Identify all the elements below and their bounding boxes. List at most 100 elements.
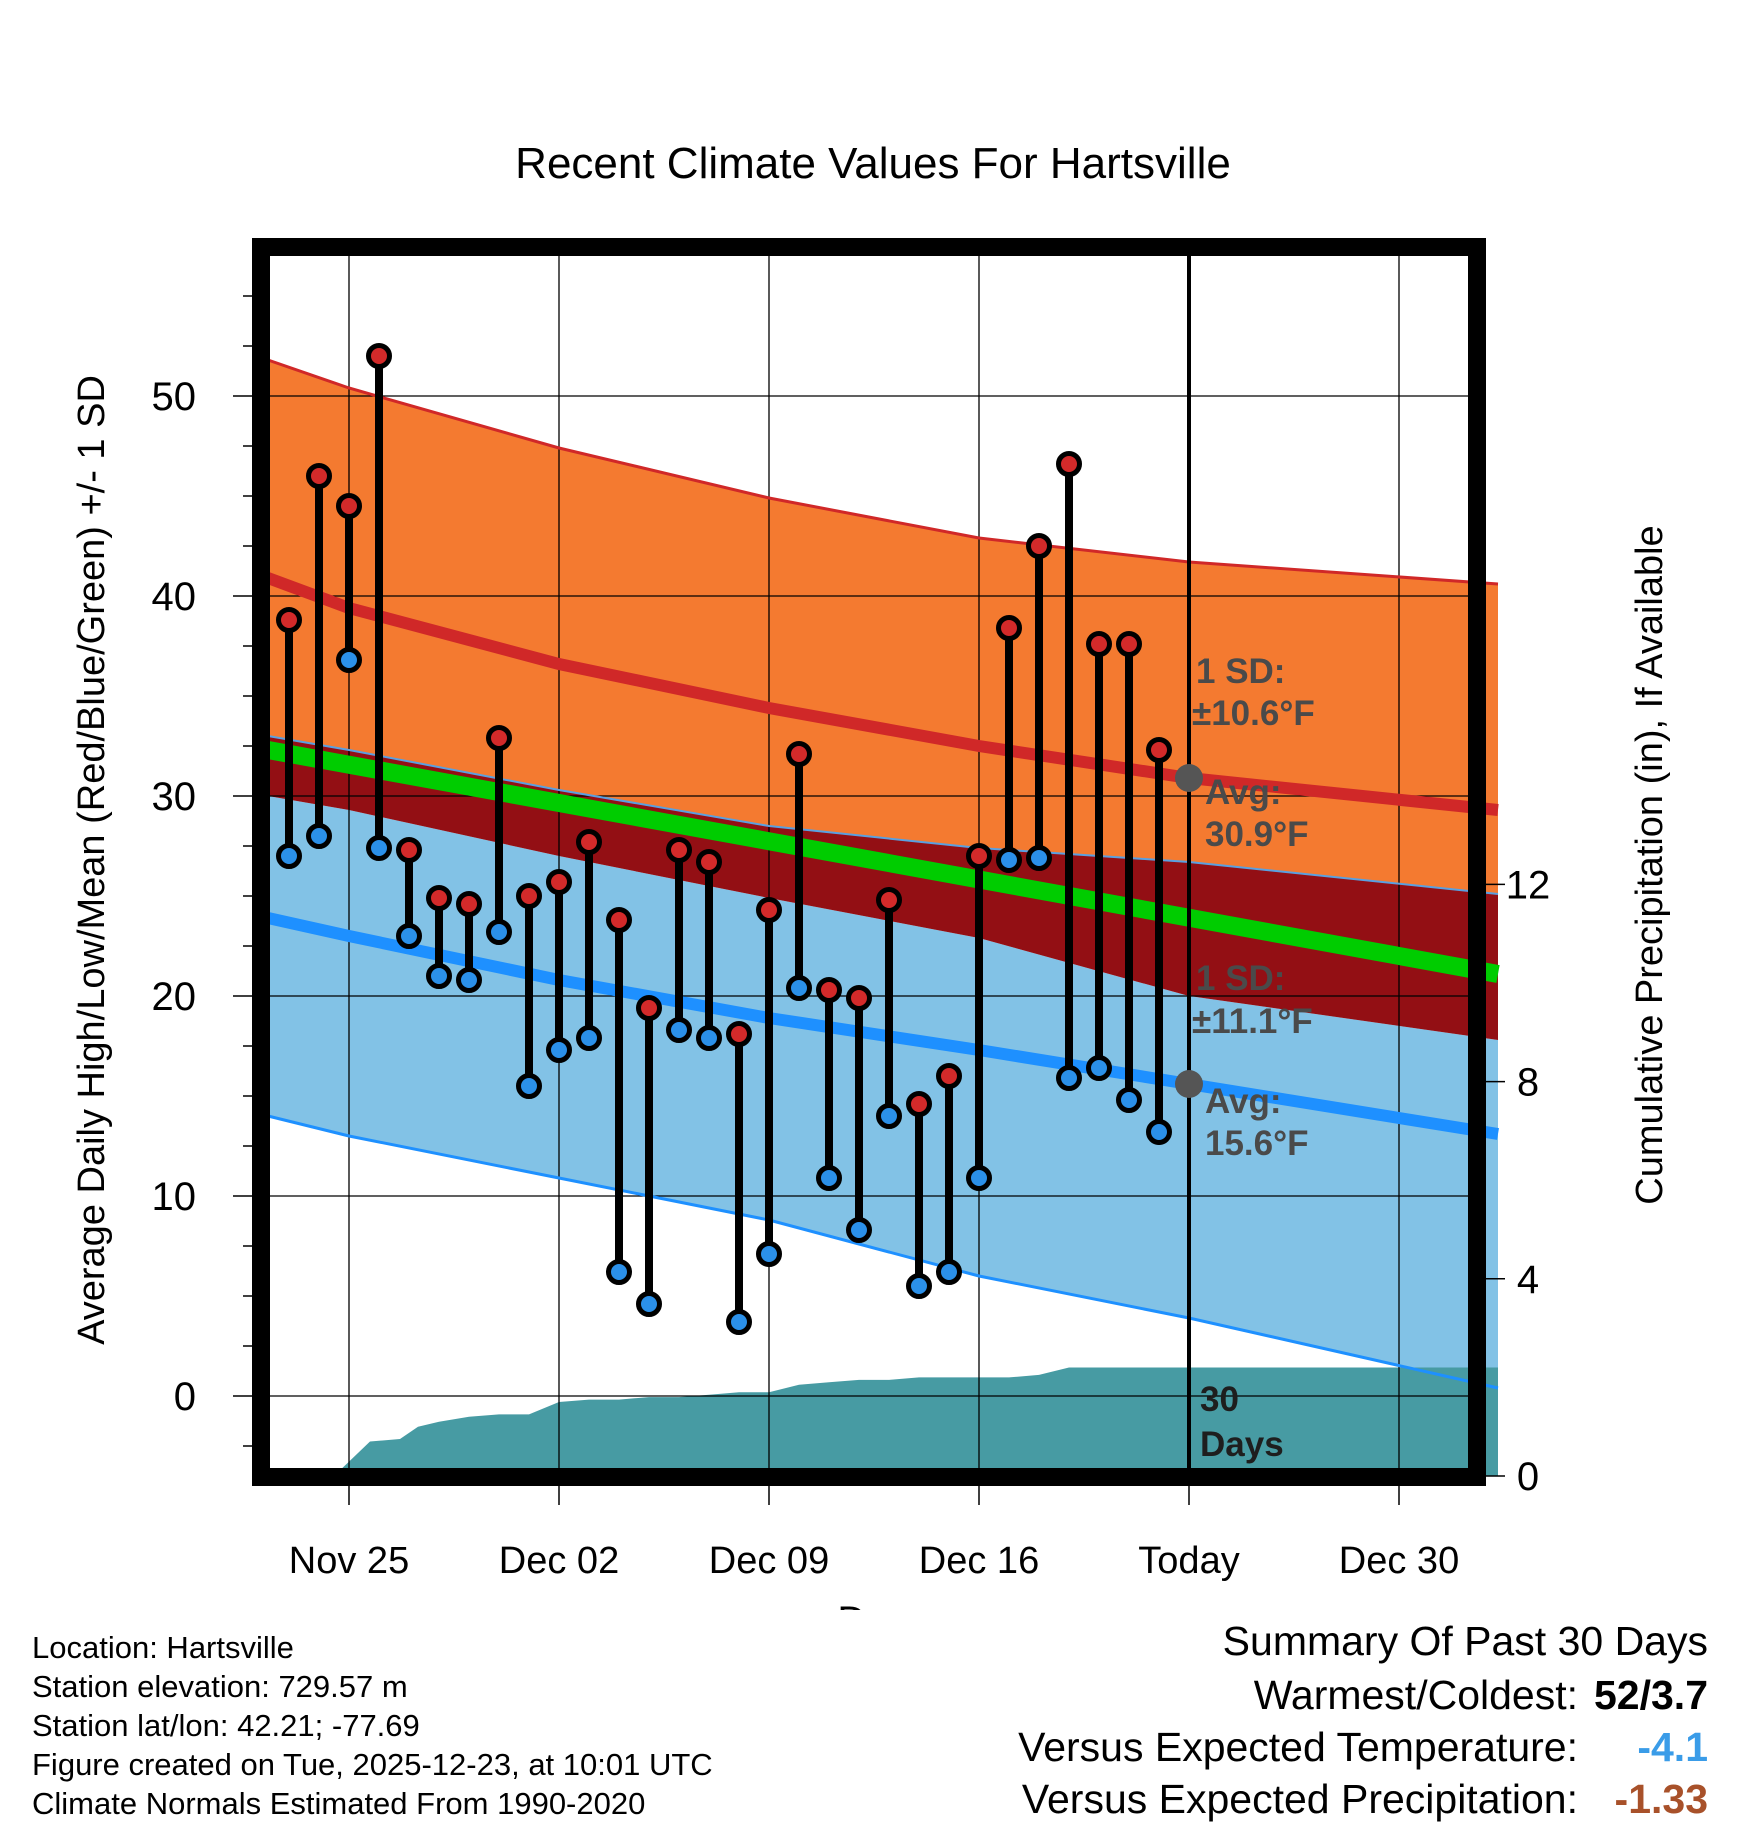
mean-line <box>266 741 1500 983</box>
daily-low-point <box>1086 1055 1112 1081</box>
temp-value: -4.1 <box>1637 1724 1708 1770</box>
x-tick-label: Today <box>1138 1540 1239 1582</box>
summary-panel: Summary Of Past 30 Days Warmest/Coldest:… <box>808 1618 1708 1828</box>
daily-low-point <box>636 1291 662 1317</box>
daily-high-point <box>756 897 782 923</box>
summary-title: Summary Of Past 30 Days <box>1222 1618 1708 1664</box>
daily-high-point <box>966 843 992 869</box>
daily-low-point <box>486 919 512 945</box>
low-avg-dot <box>1175 1070 1203 1098</box>
daily-low-point <box>876 1103 902 1129</box>
daily-high-point <box>366 343 392 369</box>
precip-days-label: Days <box>1200 1425 1284 1464</box>
y-axis-title: Average Daily High/Low/Mean (Red/Blue/Gr… <box>71 375 113 1345</box>
daily-high-point <box>816 977 842 1003</box>
low-sd-label: 1 SD: <box>1196 959 1285 998</box>
daily-temperatures <box>276 343 1172 1335</box>
warm-cold-value: 52/3.7 <box>1594 1672 1708 1718</box>
daily-low-point <box>1026 845 1052 871</box>
x-tick-label: Dec 09 <box>709 1540 829 1582</box>
high-avg-label: Avg: <box>1205 773 1281 812</box>
daily-low-point <box>576 1025 602 1051</box>
y-tick-label: 10 <box>152 1175 197 1219</box>
low-avg-label: Avg: <box>1205 1082 1281 1121</box>
temp-label: Versus Expected Temperature: <box>1018 1724 1578 1770</box>
daily-high-point <box>906 1091 932 1117</box>
daily-low-point <box>1056 1065 1082 1091</box>
daily-low-point <box>756 1241 782 1267</box>
x-axis-title: Day <box>837 1599 908 1610</box>
daily-high-point <box>636 995 662 1021</box>
x-tick-label: Dec 16 <box>919 1540 1039 1582</box>
info-latlon: Station lat/lon: 42.21; -77.69 <box>32 1708 420 1743</box>
daily-low-point <box>816 1165 842 1191</box>
daily-low-point <box>726 1309 752 1335</box>
daily-high-point <box>306 463 332 489</box>
daily-low-point <box>336 647 362 673</box>
y-tick-label: 40 <box>152 575 197 619</box>
daily-low-point <box>696 1025 722 1051</box>
y-tick-label: 30 <box>152 775 197 819</box>
daily-low-point <box>546 1037 572 1063</box>
precipitation-area <box>259 1367 1498 1476</box>
daily-low-point <box>666 1017 692 1043</box>
y-tick-label: 0 <box>174 1375 196 1419</box>
x-tick-label: Nov 25 <box>289 1540 409 1582</box>
daily-low-point <box>426 963 452 989</box>
daily-low-point <box>396 923 422 949</box>
daily-low-point <box>996 847 1022 873</box>
low-sd-value: ±11.1°F <box>1192 1002 1313 1041</box>
daily-high-point <box>1116 631 1142 657</box>
high-avg-value: 30.9°F <box>1205 815 1309 854</box>
y2-tick-label: 0 <box>1517 1455 1539 1499</box>
high-sd-label: 1 SD: <box>1196 652 1285 691</box>
daily-high-point <box>1026 533 1052 559</box>
daily-low-point <box>516 1073 542 1099</box>
x-tick-label: Dec 02 <box>499 1540 619 1582</box>
daily-low-point <box>456 967 482 993</box>
high-avg-dot <box>1175 764 1203 792</box>
precip-area <box>259 1367 1498 1476</box>
y-tick-label: 50 <box>152 375 197 419</box>
daily-low-point <box>606 1259 632 1285</box>
plot-frame <box>252 238 1486 1486</box>
x-tick-label: Dec 30 <box>1339 1540 1459 1582</box>
daily-low-point <box>846 1217 872 1243</box>
daily-high-point <box>876 887 902 913</box>
y2-tick-label: 4 <box>1517 1258 1539 1302</box>
daily-high-point <box>546 869 572 895</box>
daily-low-point <box>276 843 302 869</box>
daily-high-point <box>1056 451 1082 477</box>
info-location: Location: Hartsville <box>32 1630 294 1665</box>
daily-high-point <box>576 829 602 855</box>
daily-high-point <box>396 837 422 863</box>
summary-precip: Versus Expected Precipitation: -1.33 <box>808 1776 1708 1828</box>
daily-low-point <box>1116 1087 1142 1113</box>
today-marker <box>1175 247 1203 1477</box>
plot-border <box>252 238 1486 1486</box>
daily-high-point <box>456 891 482 917</box>
low-avg-value: 15.6°F <box>1205 1124 1309 1163</box>
daily-high-point <box>516 883 542 909</box>
daily-high-point <box>426 885 452 911</box>
daily-high-point <box>786 741 812 767</box>
y-tick-label: 20 <box>152 975 197 1019</box>
y2-axis-title: Cumulative Precipitation (in), If Availa… <box>1629 525 1671 1204</box>
info-normals: Climate Normals Estimated From 1990-2020 <box>32 1786 646 1821</box>
daily-high-point <box>726 1021 752 1047</box>
daily-low-point <box>936 1259 962 1285</box>
daily-low-point <box>786 975 812 1001</box>
chart-title: Recent Climate Values For Hartsville <box>515 139 1231 188</box>
daily-low-point <box>966 1165 992 1191</box>
daily-high-point <box>336 493 362 519</box>
daily-low-point <box>1146 1119 1172 1145</box>
daily-high-point <box>936 1063 962 1089</box>
info-elevation: Station elevation: 729.57 m <box>32 1669 408 1704</box>
daily-low-point <box>366 835 392 861</box>
daily-high-point <box>276 607 302 633</box>
daily-low-point <box>906 1273 932 1299</box>
summary-warm-cold: Warmest/Coldest: 52/3.7 <box>808 1672 1708 1724</box>
daily-high-point <box>996 615 1022 641</box>
daily-high-point <box>846 985 872 1011</box>
